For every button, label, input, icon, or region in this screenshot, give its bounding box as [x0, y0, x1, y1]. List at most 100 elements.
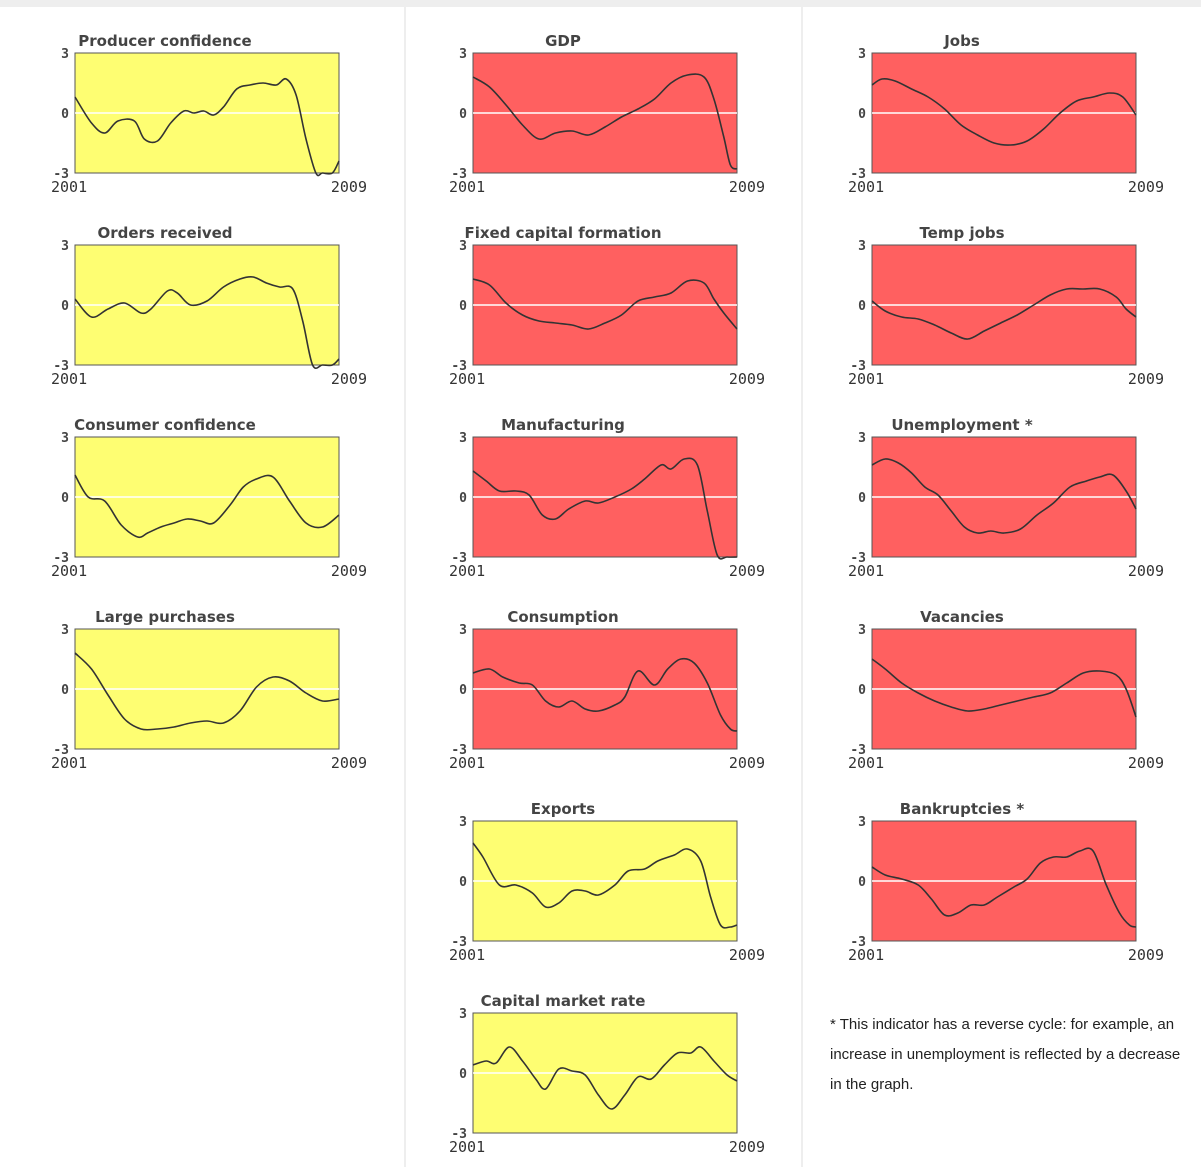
chart-title: Temp jobs: [919, 224, 1005, 242]
indicator-chart: Manufacturing 3 0 -3 2001 2009: [398, 404, 765, 594]
x-tick-label: 2009: [729, 178, 765, 196]
x-tick-label: 2001: [449, 562, 485, 580]
chart-title: Bankruptcies *: [899, 800, 1025, 818]
y-tick-label: 3: [858, 623, 866, 638]
x-tick-label: 2001: [449, 1138, 485, 1156]
y-tick-label: 3: [459, 623, 467, 638]
series-line: [472, 73, 738, 170]
indicator-chart: Capital market rate 3 0 -3 2001 2009: [398, 980, 765, 1170]
series-line: [74, 77, 340, 177]
x-tick-label: 2009: [1128, 946, 1164, 964]
series-line: [74, 474, 340, 539]
x-tick-label: 2009: [331, 562, 367, 580]
y-tick-label: 0: [858, 683, 866, 698]
y-tick-label: -3: [451, 167, 467, 182]
y-tick-label: 0: [858, 299, 866, 314]
series-line: [472, 1046, 738, 1110]
y-tick-label: -3: [451, 935, 467, 950]
indicator-chart: Consumption 3 0 -3 2001 2009: [398, 596, 765, 786]
x-tick-label: 2001: [848, 946, 884, 964]
x-tick-label: 2009: [331, 370, 367, 388]
y-tick-label: -3: [53, 551, 69, 566]
y-tick-label: -3: [451, 1127, 467, 1142]
y-tick-label: 3: [858, 239, 866, 254]
indicator-chart: Bankruptcies * 3 0 -3 2001 2009: [797, 788, 1164, 978]
y-tick-label: -3: [53, 359, 69, 374]
chart-title: Fixed capital formation: [464, 224, 662, 242]
y-tick-label: 0: [459, 875, 467, 890]
indicator-chart: Fixed capital formation 3 0 -3 2001 2009: [398, 212, 765, 402]
y-tick-label: 3: [61, 239, 69, 254]
y-tick-label: -3: [850, 167, 866, 182]
chart-title: Consumption: [507, 608, 619, 626]
chart-title: Large purchases: [95, 608, 235, 626]
y-tick-label: 0: [61, 491, 69, 506]
indicator-chart: Exports 3 0 -3 2001 2009: [398, 788, 765, 978]
x-tick-label: 2001: [51, 562, 87, 580]
y-tick-label: 0: [858, 491, 866, 506]
y-tick-label: 0: [858, 875, 866, 890]
x-tick-label: 2001: [848, 370, 884, 388]
y-tick-label: 0: [459, 1067, 467, 1082]
y-tick-label: -3: [451, 551, 467, 566]
indicator-chart: Orders received 3 0 -3 2001 2009: [0, 212, 367, 402]
x-tick-label: 2009: [1128, 562, 1164, 580]
indicator-chart: GDP 3 0 -3 2001 2009: [398, 20, 765, 210]
x-tick-label: 2009: [331, 178, 367, 196]
y-tick-label: -3: [850, 551, 866, 566]
x-tick-label: 2001: [449, 370, 485, 388]
x-tick-label: 2001: [449, 178, 485, 196]
y-tick-label: 3: [858, 815, 866, 830]
x-tick-label: 2001: [51, 178, 87, 196]
x-tick-label: 2009: [1128, 754, 1164, 772]
x-tick-label: 2009: [1128, 178, 1164, 196]
y-tick-label: -3: [53, 743, 69, 758]
indicator-chart: Producer confidence 3 0 -3 2001 2009: [0, 20, 367, 210]
x-tick-label: 2001: [848, 178, 884, 196]
chart-title: Consumer confidence: [74, 416, 256, 434]
x-tick-label: 2009: [1128, 370, 1164, 388]
chart-title: Manufacturing: [501, 416, 625, 434]
x-tick-label: 2009: [729, 562, 765, 580]
x-tick-label: 2001: [848, 754, 884, 772]
series-line: [871, 287, 1137, 340]
indicator-chart: Large purchases 3 0 -3 2001 2009: [0, 596, 367, 786]
y-tick-label: 0: [459, 107, 467, 122]
y-tick-label: 3: [459, 239, 467, 254]
chart-title: Producer confidence: [78, 32, 252, 50]
y-tick-label: 3: [61, 431, 69, 446]
y-tick-label: -3: [850, 935, 866, 950]
x-tick-label: 2009: [729, 946, 765, 964]
y-tick-label: -3: [850, 359, 866, 374]
column-divider: [801, 7, 803, 1167]
x-tick-label: 2001: [51, 370, 87, 388]
y-tick-label: 0: [61, 299, 69, 314]
y-tick-label: 0: [61, 683, 69, 698]
x-tick-label: 2009: [729, 370, 765, 388]
top-border: [0, 0, 1201, 7]
y-tick-label: 0: [858, 107, 866, 122]
series-line: [472, 657, 738, 732]
series-line: [472, 457, 738, 560]
y-tick-label: 3: [459, 47, 467, 62]
chart-title: Vacancies: [920, 608, 1004, 626]
series-line: [871, 458, 1137, 534]
indicator-chart: Vacancies 3 0 -3 2001 2009: [797, 596, 1164, 786]
y-tick-label: 0: [61, 107, 69, 122]
series-line: [74, 275, 340, 370]
series-line: [472, 278, 738, 330]
y-tick-label: -3: [451, 359, 467, 374]
series-line: [871, 847, 1137, 928]
